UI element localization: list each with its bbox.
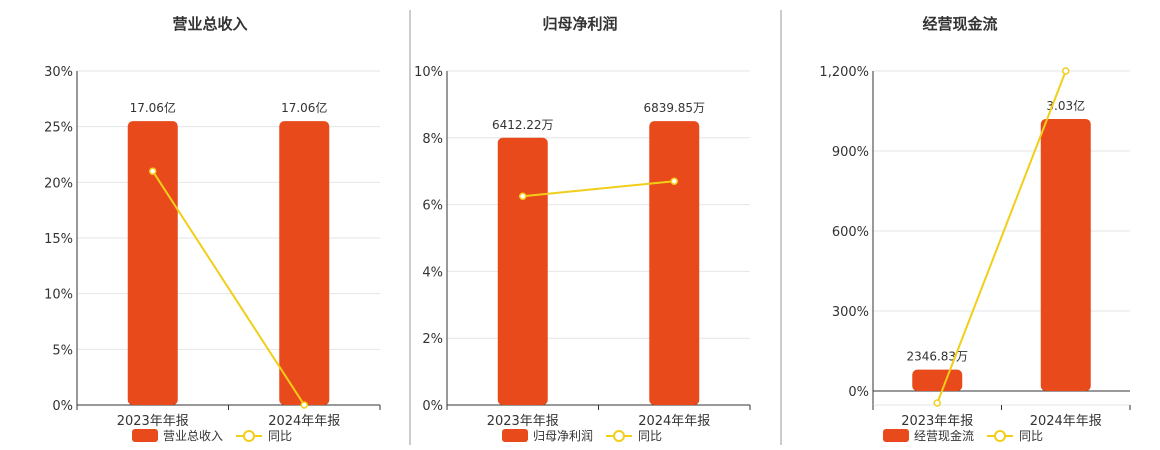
bar	[1040, 119, 1091, 391]
chart-panel-2: 归母净利润 10% 8% 6% 4% 2% 0% 2023年年报 2024年年报 6412.22万…	[414, 15, 751, 443]
yoy-point	[519, 192, 527, 200]
x-category-label: 2023年年报	[901, 414, 973, 429]
yoy-point	[300, 401, 308, 409]
y-tick-label: 0%	[422, 399, 443, 414]
x-category-label: 2024年年报	[638, 414, 710, 429]
yoy-point	[1062, 67, 1070, 75]
bar-value-label: 17.06亿	[130, 100, 176, 115]
bar	[127, 121, 178, 405]
y-tick-label: 15%	[44, 232, 73, 247]
x-category-label: 2023年年报	[487, 414, 559, 429]
yoy-point	[149, 167, 157, 175]
y-tick-label: 900%	[832, 145, 869, 160]
bar	[279, 121, 330, 405]
y-tick-label: 0%	[848, 385, 869, 400]
y-tick-label: 20%	[44, 176, 73, 191]
yoy-line	[936, 70, 1067, 404]
legend-line-marker	[243, 430, 255, 442]
bar	[912, 369, 963, 391]
chart-panel-3: 经营现金流 1,200% 900% 600% 300% 0% 2023年年报 2024年年报 2…	[819, 15, 1131, 443]
chart-panel-1: 营业总收入 30% 25% 20% 15% 10% 5% 0% 2023年年报 2024年年报 17…	[44, 15, 381, 443]
legend-line-marker	[613, 430, 625, 442]
bar	[497, 137, 548, 406]
bar-value-label: 3.03亿	[1046, 98, 1085, 113]
legend-bar-swatch	[883, 429, 909, 442]
yoy-point	[670, 177, 678, 185]
bar-value-label: 6839.85万	[643, 101, 705, 115]
legend-bar-swatch	[132, 429, 158, 442]
legend-line-marker	[994, 430, 1006, 442]
y-tick-label: 30%	[44, 65, 73, 80]
y-tick-label: 10%	[44, 288, 73, 303]
bar-value-label: 6412.22万	[492, 118, 554, 132]
y-tick-label: 5%	[52, 343, 73, 358]
yoy-line	[522, 180, 675, 198]
legend-line-label: 同比	[638, 429, 662, 443]
y-tick-label: 6%	[422, 199, 443, 214]
chart-title: 经营现金流	[922, 15, 997, 33]
y-tick-label: 4%	[422, 265, 443, 280]
legend-bar-label: 经营现金流	[914, 428, 974, 443]
yoy-point	[933, 399, 941, 407]
y-tick-label: 25%	[44, 121, 73, 136]
legend-bar-swatch	[502, 429, 528, 442]
y-tick-label: 1,200%	[819, 65, 869, 80]
bar	[649, 121, 700, 405]
y-tick-label: 600%	[832, 225, 869, 240]
legend-bar-label: 归母净利润	[533, 429, 593, 443]
y-tick-label: 8%	[422, 132, 443, 147]
bar-value-label: 17.06亿	[281, 100, 327, 115]
y-tick-label: 10%	[414, 65, 443, 80]
y-tick-label: 2%	[422, 332, 443, 347]
y-tick-label: 300%	[832, 305, 869, 320]
legend-line-label: 同比	[1019, 429, 1043, 443]
legend-bar-label: 营业总收入	[163, 429, 223, 443]
bar-value-label: 2346.83万	[906, 350, 968, 364]
y-tick-label: 0%	[52, 399, 73, 414]
chart-title: 归母净利润	[542, 15, 617, 33]
x-category-label: 2023年年报	[117, 414, 189, 429]
legend-line-label: 同比	[268, 429, 292, 443]
x-category-label: 2024年年报	[1030, 414, 1102, 429]
x-category-label: 2024年年报	[268, 414, 340, 429]
yoy-line	[151, 170, 306, 406]
chart-title: 营业总收入	[172, 15, 247, 33]
